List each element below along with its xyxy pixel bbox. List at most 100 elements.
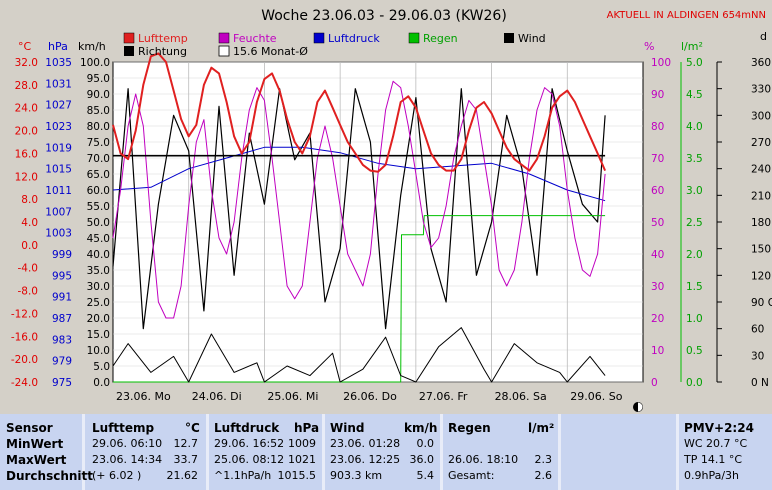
legend-swatch-feuchte xyxy=(218,32,230,44)
lufttemp-unit: °C xyxy=(185,421,200,435)
humidity-axis-tick-label: 20 xyxy=(651,313,664,325)
wind-axis-tick-label: 10.0 xyxy=(87,345,110,357)
humidity-axis-tick-label: 90 xyxy=(651,89,664,101)
rain-axis-tick-label: 2.0 xyxy=(686,249,703,261)
rain-axis-tick-label: 2.5 xyxy=(686,217,703,229)
temp-axis-tick-label: -20.0 xyxy=(11,354,38,366)
statistics-table: Sensor MinWert MaxWert Durchschnitt Luft… xyxy=(0,414,772,490)
wind-axis-tick-label: 100.0 xyxy=(80,57,110,69)
wind-axis-tick-label: 40.0 xyxy=(87,249,110,261)
wind-axis-tick-label: 35.0 xyxy=(87,265,110,277)
wind-axis-tick-label: 45.0 xyxy=(87,233,110,245)
pressure-axis-tick-label: 999 xyxy=(52,249,72,261)
pressure-axis-tick-label: 1007 xyxy=(45,206,72,218)
direction-axis-tick-label: 210 xyxy=(751,190,771,202)
sensor-row-min: MinWert xyxy=(6,437,64,451)
moon-phase-icon xyxy=(633,402,643,412)
sensor-header: Sensor xyxy=(6,421,53,435)
wind-axis-tick-label: 5.0 xyxy=(93,361,110,373)
lufttemp-avg-value: 21.62 xyxy=(166,469,199,482)
direction-axis-tick-label: 0 N xyxy=(751,377,769,389)
temp-axis-tick-label: 8.0 xyxy=(21,194,38,206)
pressure-axis-tick-label: 987 xyxy=(52,313,72,325)
series-feuchte xyxy=(112,80,606,319)
pressure-axis-tick-label: 1027 xyxy=(45,100,72,112)
luftdruck-header: Luftdruck xyxy=(214,421,280,435)
humidity-axis-tick-label: 100 xyxy=(651,57,671,69)
humidity-axis-tick-label: 50 xyxy=(651,217,664,229)
legend-label-luftdruck: Luftdruck xyxy=(328,32,380,45)
pressure-axis-tick-label: 983 xyxy=(52,334,72,346)
unit-wind: km/h xyxy=(78,40,106,53)
luftdruck-min-time: 29.06. 16:52 xyxy=(214,437,285,450)
wind-avg-note: 903.3 km xyxy=(330,469,383,482)
location-label: AKTUELL IN ALDINGEN 654mNN xyxy=(607,10,766,21)
temp-axis-tick-label: 12.0 xyxy=(15,171,38,183)
rain-axis-tick-label: 5.0 xyxy=(686,57,703,69)
humidity-axis-tick-label: 30 xyxy=(651,281,664,293)
wind-min-value: 0.0 xyxy=(416,437,435,450)
temp-axis-tick-label: -8.0 xyxy=(18,286,39,298)
series-wind xyxy=(112,327,606,383)
wind-axis-tick-label: 30.0 xyxy=(87,281,110,293)
regen-max-time: 26.06. 18:10 xyxy=(448,453,519,466)
rain-axis-tick-label: 4.5 xyxy=(686,89,703,101)
legend-swatch-wind xyxy=(504,33,514,43)
wind-avg-value: 5.4 xyxy=(416,469,435,482)
humidity-axis-tick-label: 0 xyxy=(651,377,658,389)
wind-min-time: 23.06. 01:28 xyxy=(330,437,401,450)
series-regen xyxy=(113,215,606,383)
legend-swatch-richtung xyxy=(124,46,134,56)
wind-axis-tick-label: 90.0 xyxy=(87,89,110,101)
pmv-pressure-trend: 0.9hPa/3h xyxy=(684,469,740,482)
lufttemp-max-value: 33.7 xyxy=(173,453,199,466)
pressure-axis-tick-label: 995 xyxy=(52,270,72,282)
unit-direction: d xyxy=(760,30,767,43)
direction-axis-tick-label: 30 xyxy=(751,350,764,362)
luftdruck-min-value: 1009 xyxy=(288,437,316,450)
temp-axis-tick-label: 20.0 xyxy=(15,126,38,138)
regen-max-value: 2.3 xyxy=(534,453,553,466)
x-tick-label: 26.06. Do xyxy=(343,390,397,403)
legend-label-wind: Wind xyxy=(518,32,546,45)
regen-total-label: Gesamt: xyxy=(448,469,495,482)
humidity-axis-tick-label: 80 xyxy=(651,121,664,133)
direction-axis-tick-label: 330 xyxy=(751,84,771,96)
wind-axis-tick-label: 95.0 xyxy=(87,73,110,85)
pmv-dewpoint: TP 14.1 °C xyxy=(684,453,743,466)
sensor-row-avg: Durchschnitt xyxy=(6,469,94,483)
pressure-axis-tick-label: 991 xyxy=(52,292,72,304)
luftdruck-avg-value: 1015.5 xyxy=(277,469,317,482)
legend-swatch-lufttemp xyxy=(123,32,135,44)
temp-axis-tick-label: -4.0 xyxy=(18,263,39,275)
direction-axis-tick-label: 150 xyxy=(751,244,771,256)
wind-max-time: 23.06. 12:25 xyxy=(330,453,401,466)
wind-axis-tick-label: 60.0 xyxy=(87,185,110,197)
wind-axis-tick-label: 75.0 xyxy=(87,137,110,149)
legend-label-lufttemp: Lufttemp xyxy=(138,32,188,45)
luftdruck-unit: hPa xyxy=(294,421,320,435)
pmv-header: PMV+2:24 xyxy=(684,421,754,435)
wind-max-value: 36.0 xyxy=(409,453,435,466)
pressure-axis-tick-label: 1003 xyxy=(45,228,72,240)
series-lufttemp xyxy=(112,52,607,173)
temp-axis-tick-label: 0.0 xyxy=(21,240,38,252)
pressure-axis-tick-label: 1035 xyxy=(45,57,72,69)
temp-axis-tick-label: 4.0 xyxy=(21,217,38,229)
x-tick-label: 28.06. Sa xyxy=(495,390,547,403)
rain-axis-tick-label: 1.0 xyxy=(686,313,703,325)
lufttemp-min-time: 29.06. 06:10 xyxy=(92,437,163,450)
wind-axis-tick-label: 20.0 xyxy=(87,313,110,325)
rain-axis-tick-label: 4.0 xyxy=(686,121,703,133)
x-tick-label: 29.06. So xyxy=(570,390,622,403)
direction-axis-tick-label: 300 xyxy=(751,110,771,122)
legend-label-monat: 15.6 Monat-Ø xyxy=(233,45,308,58)
pressure-axis-tick-label: 1031 xyxy=(45,78,72,90)
luftdruck-avg-note: ^1.1hPa/h xyxy=(214,469,272,482)
temp-axis-tick-label: -12.0 xyxy=(11,308,38,320)
unit-rain: l/m² xyxy=(681,40,703,53)
temp-axis-tick-label: 28.0 xyxy=(15,80,38,92)
lufttemp-avg-note: (+ 6.02 ) xyxy=(92,469,142,482)
lufttemp-header: Lufttemp xyxy=(92,421,155,435)
direction-axis-tick-label: 90 O xyxy=(751,297,772,309)
